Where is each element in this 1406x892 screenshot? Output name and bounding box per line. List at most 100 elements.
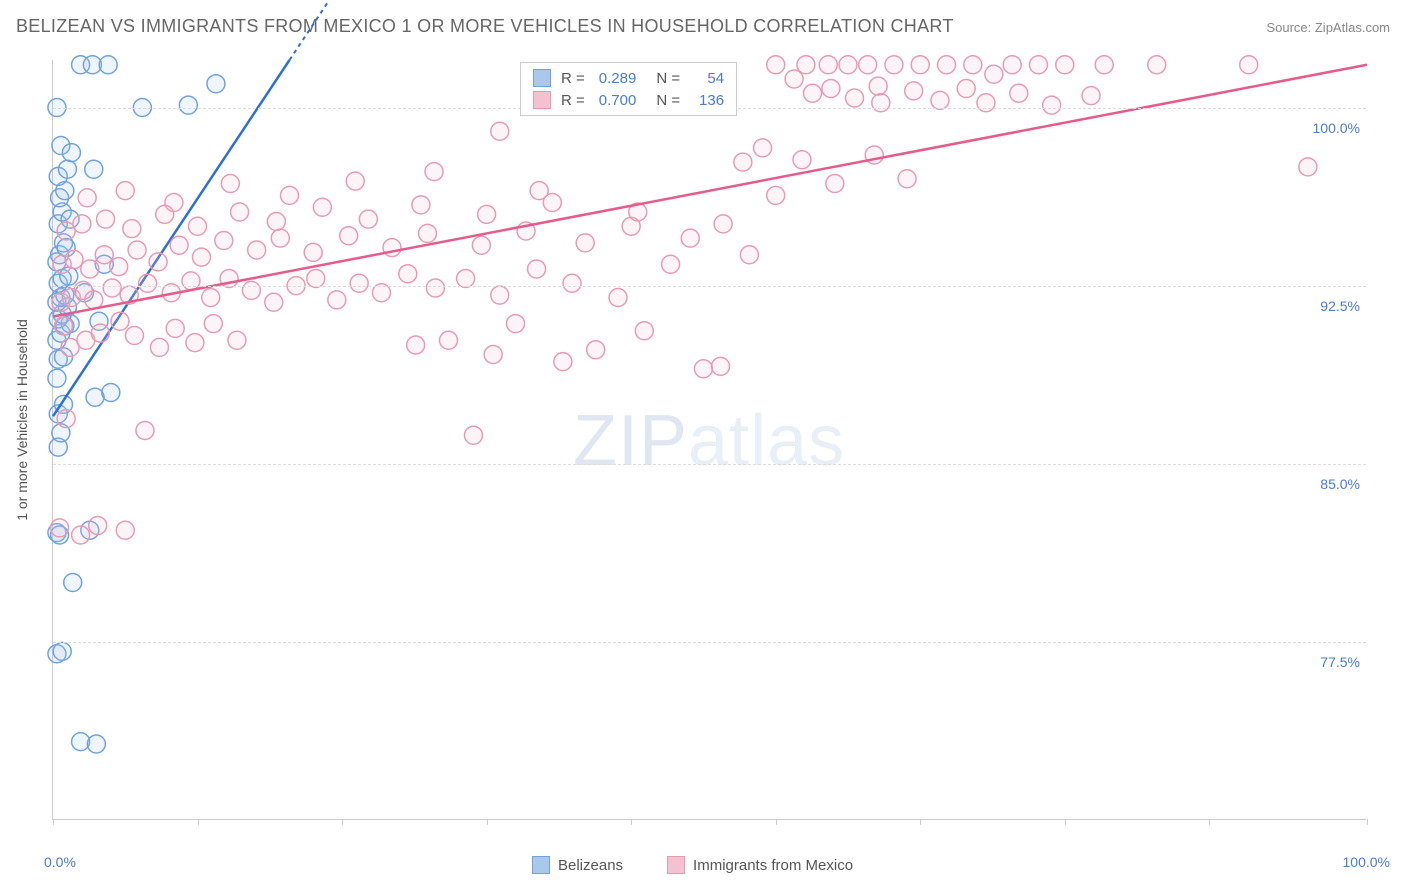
data-point [85, 160, 103, 178]
data-point [99, 56, 117, 74]
x-tick [920, 819, 921, 825]
data-point [267, 213, 285, 231]
x-tick [1065, 819, 1066, 825]
data-point [78, 189, 96, 207]
data-point [425, 163, 443, 181]
x-tick [1367, 819, 1368, 825]
data-point [221, 175, 239, 193]
data-point [985, 65, 1003, 83]
data-point [110, 258, 128, 276]
data-point [484, 346, 502, 364]
data-point [905, 82, 923, 100]
data-point [89, 517, 107, 535]
gridline [53, 464, 1366, 465]
data-point [182, 272, 200, 290]
legend-stats-row-1: R = 0.289 N = 54 [533, 69, 724, 87]
x-tick [53, 819, 54, 825]
data-point [186, 334, 204, 352]
data-point [123, 220, 141, 238]
data-point [839, 56, 857, 74]
data-point [662, 255, 680, 273]
data-point [491, 286, 509, 304]
data-point [281, 186, 299, 204]
data-point [340, 227, 358, 245]
data-point [869, 77, 887, 95]
data-point [846, 89, 864, 107]
data-point [822, 80, 840, 98]
data-point [576, 234, 594, 252]
data-point [1056, 56, 1074, 74]
data-point [426, 279, 444, 297]
data-point [166, 319, 184, 337]
data-point [491, 122, 509, 140]
data-point [530, 182, 548, 200]
data-point [1082, 87, 1100, 105]
data-point [85, 291, 103, 309]
data-point [136, 422, 154, 440]
data-point [91, 324, 109, 342]
data-point [95, 246, 113, 264]
data-point [103, 279, 121, 297]
data-point [754, 139, 772, 157]
data-point [48, 369, 66, 387]
x-tick [487, 819, 488, 825]
data-point [911, 56, 929, 74]
data-point [165, 194, 183, 212]
data-point [872, 94, 890, 112]
data-point [346, 172, 364, 190]
chart-header: BELIZEAN VS IMMIGRANTS FROM MEXICO 1 OR … [16, 16, 1390, 37]
data-point [767, 56, 785, 74]
data-point [734, 153, 752, 171]
legend-series: Belizeans Immigrants from Mexico [520, 850, 865, 880]
gridline [53, 642, 1366, 643]
legend-label-belizeans: Belizeans [558, 857, 623, 874]
data-point [202, 289, 220, 307]
data-point [563, 274, 581, 292]
data-point [207, 75, 225, 93]
data-point [977, 94, 995, 112]
data-point [215, 232, 233, 250]
data-point [204, 315, 222, 333]
data-point [464, 426, 482, 444]
data-point [150, 338, 168, 356]
swatch-belizeans-bottom [532, 856, 550, 874]
data-point [507, 315, 525, 333]
data-point [587, 341, 605, 359]
data-point [73, 215, 91, 233]
data-point [271, 229, 289, 247]
data-point [1043, 96, 1061, 114]
plot-area: ZIPatlas 77.5%85.0%92.5%100.0% [52, 60, 1366, 820]
data-point [418, 224, 436, 242]
data-point [72, 526, 90, 544]
data-point [694, 360, 712, 378]
data-point [681, 229, 699, 247]
data-point [1010, 84, 1028, 102]
x-tick [1209, 819, 1210, 825]
data-point [478, 205, 496, 223]
data-point [57, 410, 75, 428]
data-point [125, 327, 143, 345]
legend-stats: R = 0.289 N = 54 R = 0.700 N = 136 [520, 62, 737, 116]
x-tick [631, 819, 632, 825]
data-point [554, 353, 572, 371]
data-point [350, 274, 368, 292]
data-point [228, 331, 246, 349]
data-point [819, 56, 837, 74]
data-point [714, 215, 732, 233]
data-point [1003, 56, 1021, 74]
data-point [87, 735, 105, 753]
data-point [192, 248, 210, 266]
data-point [328, 291, 346, 309]
data-point [102, 384, 120, 402]
data-point [635, 322, 653, 340]
data-point [740, 246, 758, 264]
data-point [304, 243, 322, 261]
data-point [128, 241, 146, 259]
data-point [116, 521, 134, 539]
data-point [859, 56, 877, 74]
data-point [55, 317, 73, 335]
x-tick [776, 819, 777, 825]
data-point [179, 96, 197, 114]
data-point [97, 210, 115, 228]
data-point [957, 80, 975, 98]
